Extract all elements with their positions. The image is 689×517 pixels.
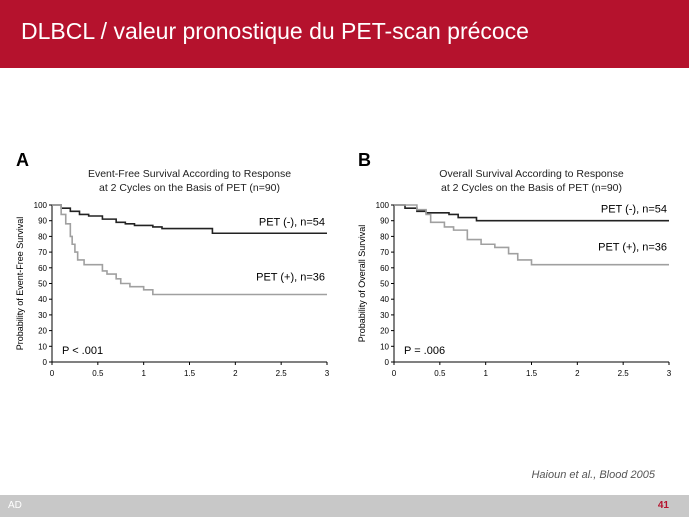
x-tick-label: 1 (141, 369, 146, 378)
p-value-annotation: P < .001 (62, 345, 103, 357)
chart-panel-a: A Event-Free Survival According to Respon… (8, 146, 338, 396)
y-tick-label: 0 (385, 358, 390, 367)
panel-label: B (358, 150, 371, 170)
y-tick-label: 10 (38, 342, 47, 351)
y-tick-label: 0 (43, 358, 48, 367)
x-tick-label: 1.5 (184, 369, 196, 378)
y-axis-label: Probability of Event-Free Survival (15, 217, 25, 351)
y-tick-label: 50 (380, 280, 389, 289)
chart-title-line: at 2 Cycles on the Basis of PET (n=90) (441, 182, 622, 194)
panel-label: A (16, 150, 29, 170)
x-tick-label: 0 (50, 369, 55, 378)
chart-title-line: at 2 Cycles on the Basis of PET (n=90) (99, 182, 280, 194)
x-tick-label: 0 (392, 369, 397, 378)
y-tick-label: 40 (38, 295, 47, 304)
x-tick-label: 3 (325, 369, 330, 378)
y-tick-label: 60 (38, 264, 47, 273)
pet-negative-curve (52, 204, 327, 235)
y-tick-label: 90 (38, 217, 47, 226)
x-tick-label: 3 (667, 369, 672, 378)
y-tick-label: 50 (38, 280, 47, 289)
slide-footer: AD 41 (0, 495, 689, 517)
overall-survival-chart: B Overall Survival According to Response a… (357, 150, 672, 378)
citation: Haioun et al., Blood 2005 (531, 469, 655, 481)
chart-title-line: Event-Free Survival According to Respons… (88, 168, 291, 180)
chart-title-line: Overall Survival According to Response (439, 168, 624, 180)
y-tick-label: 30 (380, 311, 389, 320)
pet-positive-curve (394, 204, 669, 266)
series-label: PET (+), n=36 (598, 242, 667, 254)
pet-negative-curve (394, 204, 669, 222)
pet-positive-curve (52, 204, 327, 296)
y-tick-label: 80 (380, 232, 389, 241)
x-tick-label: 2 (575, 369, 580, 378)
y-axis-label: Probability of Overall Survival (357, 225, 367, 343)
x-tick-label: 0.5 (92, 369, 104, 378)
footer-author: AD (8, 500, 22, 511)
y-tick-label: 20 (38, 327, 47, 336)
y-tick-label: 90 (380, 217, 389, 226)
x-tick-label: 0.5 (434, 369, 446, 378)
series-label: PET (-), n=54 (259, 216, 325, 228)
y-tick-label: 10 (380, 342, 389, 351)
slide-title: DLBCL / valeur pronostique du PET-scan p… (21, 18, 529, 44)
x-tick-label: 2.5 (618, 369, 630, 378)
y-tick-label: 20 (380, 327, 389, 336)
y-tick-label: 70 (380, 248, 389, 257)
y-tick-label: 60 (380, 264, 389, 273)
y-tick-label: 80 (38, 232, 47, 241)
y-tick-label: 100 (376, 201, 390, 210)
series-label: PET (+), n=36 (256, 271, 325, 283)
y-tick-label: 30 (38, 311, 47, 320)
x-tick-label: 1.5 (526, 369, 538, 378)
x-tick-label: 2 (233, 369, 238, 378)
chart-panel-b: B Overall Survival According to Response a… (350, 146, 680, 396)
slide-header: DLBCL / valeur pronostique du PET-scan p… (0, 0, 689, 68)
y-tick-label: 100 (34, 201, 48, 210)
x-tick-label: 1 (483, 369, 488, 378)
event-free-survival-chart: A Event-Free Survival According to Respon… (15, 150, 330, 378)
x-tick-label: 2.5 (276, 369, 288, 378)
p-value-annotation: P = .006 (404, 345, 445, 357)
y-tick-label: 40 (380, 295, 389, 304)
y-tick-label: 70 (38, 248, 47, 257)
page-number: 41 (657, 500, 669, 511)
series-label: PET (-), n=54 (601, 204, 667, 216)
